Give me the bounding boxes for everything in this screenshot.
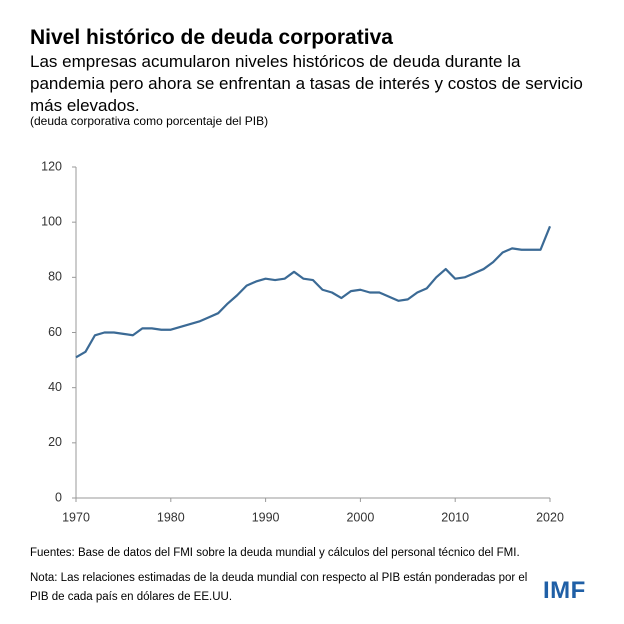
- chart: 0 20 40 60 80 100 120 1970 1980 1990 2000 2010 2020: [41, 159, 564, 524]
- source-note: Fuentes: Base de datos del FMI sobre la …: [30, 547, 520, 559]
- x-tick-label: 2000: [346, 510, 374, 524]
- unit-note: (deuda corporativa como porcentaje del P…: [30, 114, 269, 128]
- x-tick-label: 1990: [252, 510, 280, 524]
- x-tick-label: 2020: [536, 510, 564, 524]
- data-line: [75, 225, 552, 359]
- chart-subtitle: Las empresas acumularon niveles históric…: [30, 52, 583, 115]
- y-tick-label: 80: [48, 270, 62, 284]
- y-tick-label: 0: [55, 490, 62, 504]
- y-tick-label: 120: [41, 159, 62, 173]
- y-tick-label: 60: [48, 325, 62, 339]
- x-tick-label: 1970: [62, 510, 90, 524]
- y-tick-label: 100: [41, 214, 62, 228]
- footnote: Nota: Las relaciones estimadas de la deu…: [30, 572, 528, 603]
- chart-title: Nivel histórico de deuda corporativa: [30, 26, 393, 49]
- x-tick-label: 1980: [157, 510, 185, 524]
- y-tick-label: 40: [48, 380, 62, 394]
- x-tick-label: 2010: [441, 510, 469, 524]
- y-tick-label: 20: [48, 435, 62, 449]
- logo: IMF: [543, 577, 586, 604]
